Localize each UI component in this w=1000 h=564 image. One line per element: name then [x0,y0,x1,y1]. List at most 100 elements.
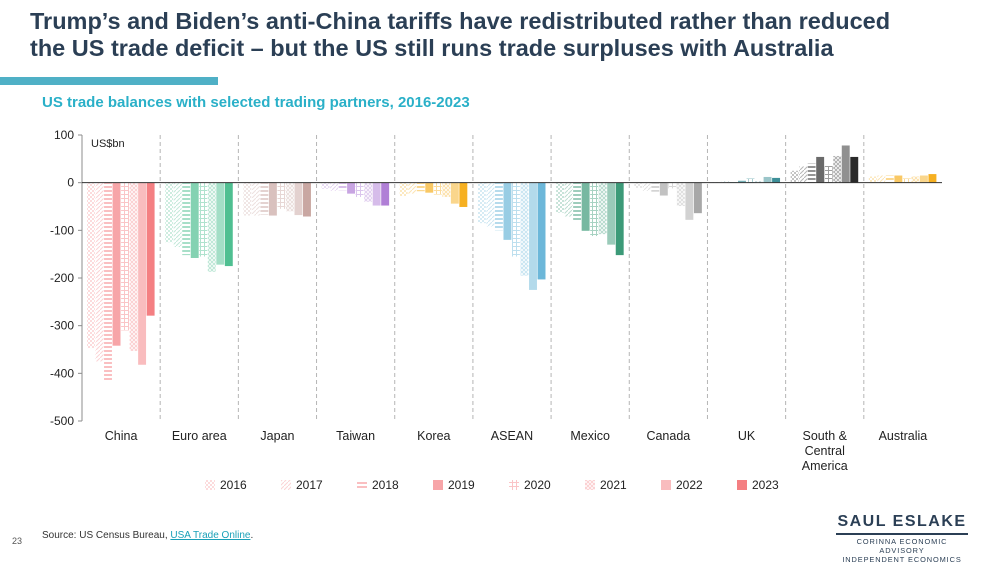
bar [790,170,799,183]
bar [615,182,624,256]
y-tick-label: -100 [50,223,74,237]
logo-line-1: CORINNA ECONOMIC ADVISORY [856,537,948,555]
bar [573,182,582,222]
bar [243,182,252,216]
bar [564,182,573,217]
bar [868,176,877,183]
legend-label: 2023 [752,478,779,492]
bar [824,165,833,183]
bar [816,156,825,183]
bar [799,166,808,183]
category-label: Korea [417,429,450,443]
bar [477,182,486,224]
bar [659,182,668,196]
legend-label: 2020 [524,478,551,492]
bar [425,182,434,193]
y-tick-label: 100 [54,128,74,142]
y-tick-label: -400 [50,366,74,380]
legend-label: 2019 [448,478,475,492]
category-label: Taiwan [336,429,375,443]
legend-swatch [737,480,747,490]
bar [685,182,694,220]
bar [486,182,495,227]
bar [146,182,155,316]
bar [338,182,347,191]
bar [372,182,381,206]
saul-eslake-logo: SAUL ESLAKE CORINNA ECONOMIC ADVISORY IN… [836,513,968,564]
bar [902,178,911,183]
legend-swatch [509,480,519,490]
bar [95,182,104,362]
bar [165,182,174,243]
bar [355,182,364,197]
bar [590,182,599,237]
bar [494,182,503,231]
bar [260,182,269,215]
y-tick-label: -500 [50,414,74,428]
legend-label: 2017 [296,478,323,492]
bar [919,175,928,183]
bar [173,182,182,248]
bar [112,182,121,346]
bar [294,182,303,216]
bar [207,182,216,272]
bar [746,178,755,183]
legend-label: 2018 [372,478,399,492]
bar [537,182,546,280]
bar [182,182,191,256]
bar [894,175,903,183]
bar [364,182,373,202]
bar [807,163,816,183]
bar [190,182,199,258]
bar [598,182,607,235]
logo-line-2: INDEPENDENT ECONOMICS [842,555,962,564]
slide-title: Trump’s and Biden’s anti-China tariffs h… [30,8,990,62]
bar [433,182,442,195]
bar [277,182,286,209]
bar [450,182,459,204]
category-label: ASEAN [491,429,533,443]
bar [104,182,112,382]
bar [763,176,772,183]
legend-label: 2016 [220,478,247,492]
bar [841,145,850,183]
title-accent-bar [0,77,218,85]
bar [442,182,451,197]
bar [416,182,425,192]
y-axis-unit-label: US$bn [91,138,125,150]
bar [556,182,565,213]
category-label: Canada [646,429,690,443]
category-label: China [105,429,138,443]
bar [512,182,520,257]
bar [268,182,277,216]
y-tick-label: -300 [50,319,74,333]
bar [729,180,738,183]
bar [885,175,894,183]
source-note: Source: US Census Bureau, USA Trade Onli… [42,530,253,541]
y-tick-label: 0 [67,176,74,190]
category-label: Mexico [570,429,610,443]
bar [668,182,677,189]
trade-balance-chart: 100 0 -100 -200 -300 -400 -500 US$bn China Euro a… [50,128,942,492]
bar [833,155,842,183]
source-link[interactable]: USA Trade Online [170,530,251,541]
bar [520,182,529,276]
bar [216,182,225,265]
bar [224,182,233,267]
bar [321,182,330,189]
bar [408,182,417,194]
legend-swatch [357,480,367,490]
category-label: South & Central America [802,429,848,473]
bar [607,182,616,245]
bar [738,180,746,183]
source-prefix: Source: US Census Bureau, [42,530,171,541]
bar [399,182,408,197]
legend-label: 2022 [676,478,703,492]
bar [772,177,781,183]
bar [381,182,390,206]
logo-rule [836,533,968,535]
bar [877,175,886,183]
bar [755,181,763,183]
bar [129,182,138,351]
bar [347,182,356,194]
